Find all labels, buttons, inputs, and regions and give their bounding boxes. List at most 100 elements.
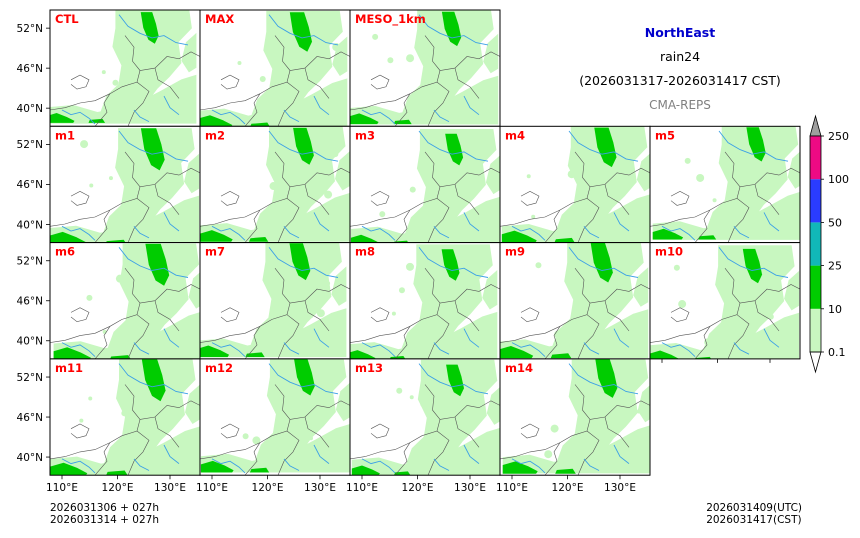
river-line [463, 444, 480, 464]
light-rain-area [181, 32, 197, 73]
panel-label: m6 [55, 245, 75, 259]
light-rain-area [332, 36, 348, 76]
province-border [520, 191, 540, 206]
province-border [94, 326, 111, 359]
light-rain-area [53, 312, 200, 359]
river-line [211, 458, 246, 474]
light-rain-area [329, 358, 345, 375]
light-rain-patch [423, 304, 430, 311]
lon-tick-label: 130°E [454, 482, 486, 494]
moderate-rain-area [250, 122, 270, 127]
province-border [427, 198, 450, 243]
moderate-rain-area [50, 462, 88, 476]
light-rain-patch [180, 147, 189, 156]
lon-tick-label: 130°E [154, 482, 186, 494]
province-border [577, 314, 600, 359]
river-line [133, 226, 150, 239]
light-rain-area [200, 78, 348, 127]
lat-tick-label: 46°N [17, 63, 43, 75]
province-border [694, 209, 711, 243]
valid-time-info: 2026031409(UTC) 2026031417(CST) [706, 502, 802, 526]
river-line [433, 458, 450, 471]
panel-label: m2 [205, 128, 225, 142]
province-border [500, 186, 591, 227]
province-border [220, 307, 240, 323]
light-rain-area [479, 131, 495, 148]
light-rain-patch [306, 310, 315, 319]
light-rain-area [175, 10, 191, 26]
light-rain-area [627, 244, 643, 261]
panel-frame [499, 358, 651, 476]
light-rain-patch [275, 207, 280, 212]
province-border [94, 209, 111, 243]
colorbar-under-arrow [809, 351, 822, 374]
moderate-rain-area [698, 235, 717, 240]
river-line [313, 95, 330, 116]
light-rain-patch [387, 57, 394, 64]
light-rain-patch [531, 214, 536, 219]
map-panel-ctl: CTL 52°N 46°N 40°N [17, 9, 201, 127]
province-border [350, 419, 441, 460]
river-line [283, 458, 300, 471]
province-border [70, 307, 90, 323]
moderate-rain-area [502, 461, 538, 474]
light-rain-patch [123, 89, 132, 98]
light-rain-patch [316, 309, 325, 318]
river-line [163, 328, 180, 348]
light-rain-patch [712, 198, 717, 203]
light-rain-area [254, 358, 347, 468]
river-line [361, 458, 396, 474]
lon-tick-label: 110°E [496, 482, 528, 494]
lon-tick-label: 120°E [402, 482, 434, 494]
moderate-rain-area [141, 359, 166, 402]
map-panel-m5: m5 [649, 125, 801, 244]
province-border [394, 442, 411, 476]
panel-label: CTL [55, 12, 79, 26]
light-rain-patch [252, 436, 261, 445]
river-line [418, 14, 489, 46]
province-border [454, 184, 480, 215]
light-rain-patch [89, 183, 94, 188]
lat-tick-label: 52°N [17, 23, 43, 35]
province-border [574, 151, 650, 188]
river-line [133, 458, 150, 471]
light-rain-patch [636, 281, 641, 286]
light-rain-area [331, 266, 347, 306]
province-border [277, 314, 300, 359]
panel-label: m3 [355, 128, 375, 142]
river-line [613, 212, 630, 232]
map-panel-m7: m7 [199, 242, 351, 360]
map-panel-m2: m2 [199, 125, 351, 244]
province-border [604, 184, 630, 215]
river-line [211, 225, 246, 241]
panel-grid: CTL 52°N 46°N 40°N MAX MESO_1km m1 52°N 46°N 40°N… [17, 9, 801, 494]
river-line [268, 247, 339, 278]
light-rain-area [652, 191, 800, 240]
province-border [304, 300, 330, 332]
light-rain-area [631, 359, 647, 376]
province-border [394, 326, 411, 359]
light-rain-patch [696, 173, 705, 182]
light-rain-patch [101, 70, 106, 75]
river-line [283, 226, 300, 239]
map-panel-m9: m9 [499, 242, 651, 360]
lat-tick-label: 46°N [17, 412, 43, 424]
province-border [427, 81, 450, 127]
moderate-rain-area [550, 353, 572, 359]
map-panel-m12: m12 110°E 120°E 130°E [196, 358, 351, 494]
province-border [127, 314, 150, 359]
province-border [154, 416, 180, 448]
light-rain-patch [596, 316, 603, 323]
province-border [304, 68, 330, 99]
panel-label: m7 [205, 245, 225, 259]
province-border [200, 419, 291, 460]
moderate-rain-area [554, 237, 575, 243]
province-border [427, 430, 450, 476]
river-line [283, 109, 300, 123]
river-line [463, 95, 480, 116]
light-rain-patch [391, 311, 396, 316]
river-line [133, 342, 150, 355]
river-line [511, 458, 546, 474]
map-panel-m13: m13 110°E 120°E 130°E [346, 358, 501, 494]
province-border [220, 423, 240, 439]
